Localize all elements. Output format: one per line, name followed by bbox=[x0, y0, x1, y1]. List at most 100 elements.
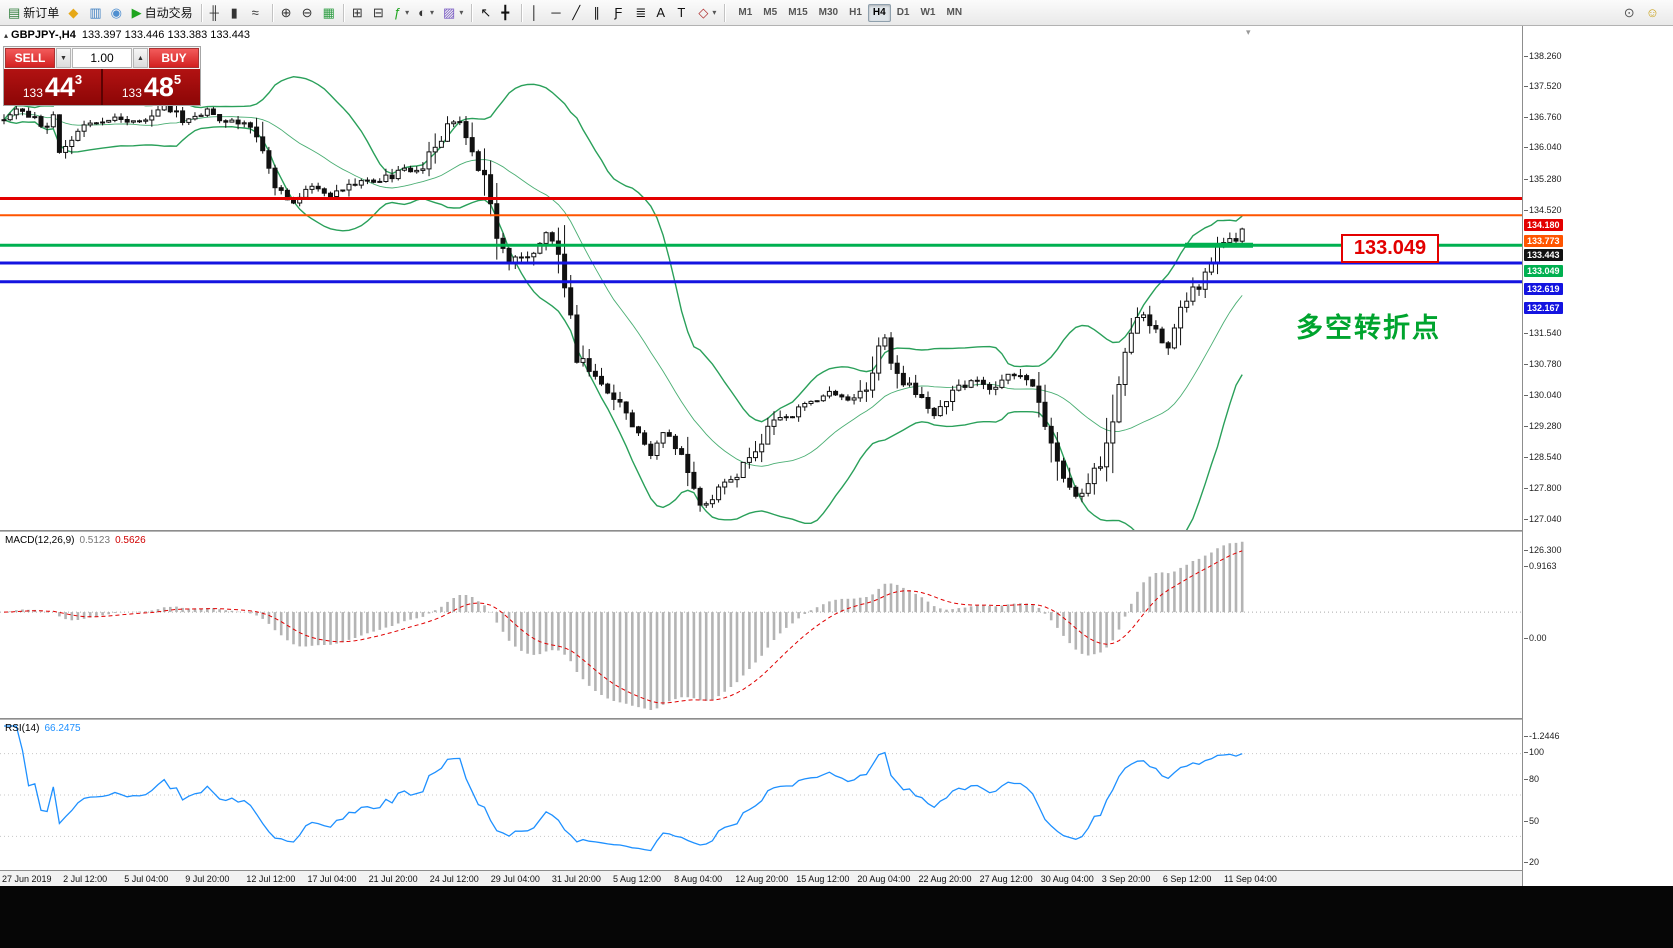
macd-signal-value: 0.5626 bbox=[115, 535, 146, 546]
price-tick-label: 128.540 bbox=[1524, 451, 1562, 462]
data-window-button[interactable]: ◉ bbox=[107, 3, 127, 23]
templates-icon: ▨ bbox=[443, 5, 456, 20]
auto-trading-button[interactable]: ▶ 自动交易 bbox=[128, 3, 197, 23]
timeframe-m15-button[interactable]: M15 bbox=[783, 4, 812, 22]
volume-down-button[interactable]: ▼ bbox=[56, 48, 71, 68]
buy-price-big: 48 bbox=[143, 72, 174, 102]
price-chart-canvas[interactable] bbox=[0, 26, 1522, 530]
price-tick-label: 134.520 bbox=[1524, 204, 1562, 215]
line-chart-button[interactable]: ≈ bbox=[248, 3, 268, 23]
vertical-line-button[interactable]: │ bbox=[526, 3, 546, 23]
candlestick-chart-button[interactable]: ▮ bbox=[227, 3, 247, 23]
time-axis[interactable]: 27 Jun 2019 2 Jul 12:00 5 Jul 04:00 9 Jul 2… bbox=[0, 870, 1522, 886]
new-chart-button[interactable]: ◆ bbox=[64, 3, 84, 23]
timeframe-w1-button[interactable]: W1 bbox=[915, 4, 940, 22]
time-label: 6 Sep 12:00 bbox=[1162, 874, 1212, 884]
line-chart-icon: ≈ bbox=[251, 5, 259, 20]
price-tick-label: 130.780 bbox=[1524, 359, 1562, 370]
timeframe-m1-button[interactable]: M1 bbox=[733, 4, 757, 22]
toolbar-separator bbox=[342, 3, 344, 22]
price-annotation-box[interactable]: 133.049 bbox=[1341, 234, 1439, 263]
panel-splitter[interactable] bbox=[0, 718, 1673, 720]
bar-chart-button[interactable]: ╫ bbox=[206, 3, 226, 23]
sell-price-display[interactable]: 133 44 3 bbox=[4, 69, 101, 105]
new-order-button[interactable]: ▤ 新订单 bbox=[4, 3, 63, 23]
text-button[interactable]: A bbox=[652, 3, 672, 23]
price-level-label: 133.049 bbox=[1524, 265, 1563, 278]
price-level-label: 132.167 bbox=[1524, 301, 1563, 314]
price-axis[interactable]: 138.260 137.520 136.760 136.040 135.280 134.5… bbox=[1522, 26, 1673, 895]
toolbar-separator bbox=[521, 3, 523, 22]
timeframe-d1-button[interactable]: D1 bbox=[892, 4, 915, 22]
time-label: 27 Jun 2019 bbox=[2, 874, 52, 884]
cursor-icon: ↖ bbox=[480, 5, 492, 20]
timeframe-mn-button[interactable]: MN bbox=[941, 4, 967, 22]
macd-scale-label: 0.9163 bbox=[1524, 560, 1557, 571]
time-label: 24 Jul 12:00 bbox=[429, 874, 479, 884]
price-tick-label: 135.280 bbox=[1524, 173, 1562, 184]
turning-point-note[interactable]: 多空转折点 bbox=[1296, 313, 1441, 343]
channel-button[interactable]: ∥ bbox=[589, 3, 609, 23]
arrows-icon: ◇ bbox=[698, 5, 709, 20]
time-label: 9 Jul 20:00 bbox=[185, 874, 230, 884]
channel-icon: ∥ bbox=[593, 5, 600, 20]
time-label: 5 Aug 12:00 bbox=[613, 874, 662, 884]
templates-button[interactable]: ▨ ▾ bbox=[439, 3, 467, 23]
periods-icon: ◐ bbox=[418, 5, 427, 20]
cascade-windows-button[interactable]: ⊟ bbox=[369, 3, 389, 23]
buy-price-display[interactable]: 133 48 5 bbox=[103, 69, 200, 105]
timeframe-h1-button[interactable]: H1 bbox=[844, 4, 867, 22]
zoom-in-button[interactable]: ⊕ bbox=[277, 3, 297, 23]
price-tick-label: 130.040 bbox=[1524, 390, 1562, 401]
timeframe-h4-button[interactable]: H4 bbox=[867, 3, 891, 22]
arrows-button[interactable]: ◇ ▾ bbox=[694, 3, 720, 23]
price-level-label: 133.773 bbox=[1524, 235, 1563, 248]
zoom-out-icon: ⊖ bbox=[301, 5, 313, 20]
volume-up-button[interactable]: ▲ bbox=[133, 48, 148, 68]
sell-price-prefix: 133 bbox=[22, 86, 43, 100]
fibonacci-button[interactable]: Ƒ bbox=[610, 3, 630, 23]
main-toolbar: ▤ 新订单 ◆ ▥ ◉ ▶ 自动交易 ╫ ▮ ≈ ⊕ ⊖ ▦ ⊞ ⊟ ƒ ▾ ◐ ▾ ▨ ▾ ↖ ╋ │ ─ ╱ ∥ Ƒ ≣ A T ◇ ▾ M1… bbox=[0, 0, 1673, 26]
community-button[interactable]: ☺ bbox=[1642, 3, 1663, 23]
macd-indicator-label: MACD(12,26,9) 0.5123 0.5626 bbox=[5, 535, 146, 546]
fibonacci-icon: Ƒ bbox=[614, 5, 623, 20]
buy-button[interactable]: BUY bbox=[149, 48, 199, 68]
cursor-button[interactable]: ↖ bbox=[476, 3, 496, 23]
rsi-canvas[interactable] bbox=[0, 720, 1522, 870]
macd-scale-label: -1.2446 bbox=[1524, 730, 1560, 741]
equidistant-icon: ≣ bbox=[635, 5, 647, 20]
rsi-scale-label: 80 bbox=[1523, 774, 1540, 785]
timeframe-m30-button[interactable]: M30 bbox=[814, 4, 843, 22]
sell-button[interactable]: SELL bbox=[5, 48, 55, 68]
panel-splitter[interactable] bbox=[0, 530, 1673, 532]
vertical-line-icon: │ bbox=[530, 5, 539, 20]
crosshair-button[interactable]: ╋ bbox=[497, 3, 517, 23]
text-label-icon: T bbox=[677, 5, 686, 20]
horizontal-line-button[interactable]: ─ bbox=[547, 3, 567, 23]
rsi-indicator-label: RSI(14) 66.2475 bbox=[5, 723, 81, 734]
periods-button[interactable]: ◐ ▾ bbox=[414, 3, 438, 23]
volume-input[interactable] bbox=[72, 48, 132, 68]
timeframe-m5-button[interactable]: M5 bbox=[758, 4, 782, 22]
zoom-out-button[interactable]: ⊖ bbox=[298, 3, 318, 23]
search-button[interactable]: ⊙ bbox=[1620, 3, 1640, 23]
price-level-label: 133.443 bbox=[1524, 248, 1563, 261]
macd-canvas[interactable] bbox=[0, 532, 1522, 718]
grid-button[interactable]: ▦ bbox=[319, 3, 339, 23]
trendline-button[interactable]: ╱ bbox=[568, 3, 588, 23]
chart-ohlc-line: ▴ GBPJPY-,H4 133.397 133.446 133.383 133.4… bbox=[4, 29, 250, 41]
auto-trading-button-label: 自动交易 bbox=[144, 6, 193, 20]
price-level-label: 134.180 bbox=[1524, 218, 1563, 231]
time-label: 30 Aug 04:00 bbox=[1040, 874, 1094, 884]
toolbar-separator bbox=[471, 3, 473, 22]
toolbar-separator bbox=[200, 3, 202, 22]
tile-windows-button[interactable]: ⊞ bbox=[348, 3, 368, 23]
text-label-button[interactable]: T bbox=[673, 3, 693, 23]
rsi-scale-label: 20 bbox=[1523, 856, 1540, 867]
time-label: 12 Aug 20:00 bbox=[735, 874, 789, 884]
price-tick-label: 129.280 bbox=[1524, 421, 1562, 432]
dropdown-arrow-icon: ▾ bbox=[430, 8, 435, 17]
profiles-button[interactable]: ▥ bbox=[85, 3, 105, 23]
indicators-button[interactable]: ƒ ▾ bbox=[390, 3, 413, 23]
equidistant-button[interactable]: ≣ bbox=[631, 3, 651, 23]
